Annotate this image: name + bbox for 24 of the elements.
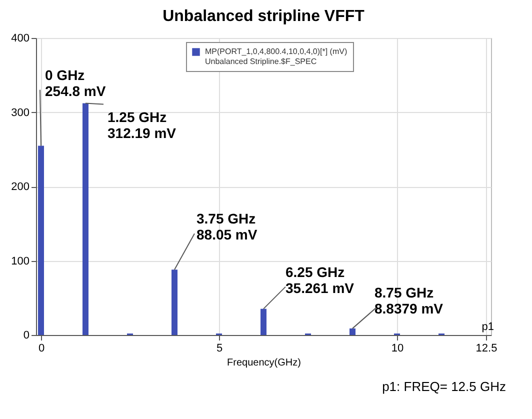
- legend-label: MP(PORT_1,0,4,800.4,10,0,4,0)[*] (mV) Unbalanced Stripline.$F_SPEC: [205, 47, 348, 66]
- text: p1: FREQ= 12.5 GHz: [382, 379, 506, 394]
- y-tick-label: 400: [11, 32, 30, 44]
- annotation: 3.75 GHz 88.05 mV: [196, 210, 258, 243]
- bar: [172, 270, 178, 335]
- chart-title: Unbalanced stripline VFFT: [162, 8, 365, 25]
- x-axis-title: Frequency(GHz): [227, 358, 301, 368]
- annotation: p1: [482, 321, 494, 333]
- y-tick-label: 0: [23, 330, 30, 342]
- x-tick-label: 0: [38, 342, 45, 354]
- bar: [350, 328, 356, 335]
- y-tick-label: 200: [11, 181, 30, 193]
- annotation: 6.25 GHz 35.261 mV: [286, 264, 355, 296]
- x-tick-label: 10: [391, 342, 404, 354]
- x-tick-label: 5: [216, 342, 223, 354]
- y-tick-label: 300: [11, 106, 30, 119]
- y-tick-label: 100: [11, 255, 30, 268]
- bar: [82, 103, 88, 335]
- annotation: 1.25 GHz 312.19 mV: [108, 109, 177, 142]
- bar: [260, 308, 266, 335]
- x-tick-label: 12.5: [476, 342, 498, 354]
- annotation: 8.75 GHz 8.8379 mV: [374, 284, 444, 316]
- annotation: 0 GHz 254.8 mV: [45, 66, 106, 99]
- bar: [38, 146, 44, 335]
